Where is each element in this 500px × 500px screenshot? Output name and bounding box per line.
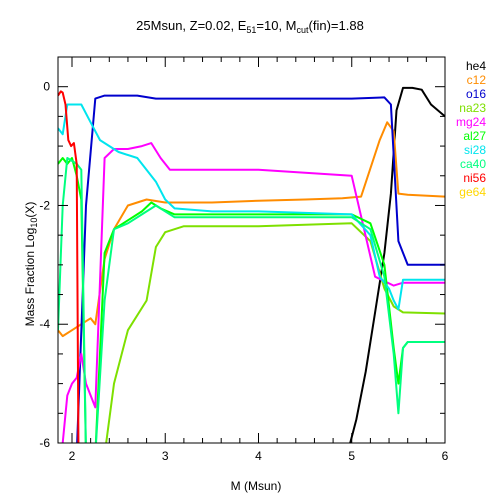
x-axis-label: M (Msun): [231, 479, 282, 493]
y-tick-label: -6: [39, 436, 50, 450]
legend-entry-ni56: ni56: [463, 171, 486, 185]
series-line-c12: [58, 121, 445, 338]
chart-title: 25Msun, Z=0.02, E51=10, Mcut(fin)=1.88: [136, 18, 364, 35]
legend-entry-he4: he4: [466, 59, 486, 73]
series-layer: [58, 86, 445, 443]
x-tick-label: 3: [162, 449, 169, 463]
plot-frame: [57, 56, 446, 444]
y-axis-label: Mass Fraction Log10(X): [23, 202, 39, 327]
series-line-al27: [58, 157, 445, 443]
series-line-si28: [58, 103, 445, 311]
x-tick-label: 6: [442, 449, 449, 463]
legend-entry-al27: al27: [463, 129, 486, 143]
x-tick-label: 4: [255, 449, 262, 463]
series-line-na23: [105, 222, 445, 443]
legend-entry-ge64: ge64: [459, 185, 486, 199]
series-line-ni56: [58, 90, 80, 443]
tick-layer: 2 3 4 5 6 0 -2 -4 -6: [39, 56, 449, 463]
series-line-he4: [349, 86, 445, 443]
x-tick-label: 5: [348, 449, 355, 463]
y-tick-label: -4: [39, 317, 50, 331]
series-line-ca40: [58, 157, 445, 443]
y-tick-label: -2: [39, 198, 50, 212]
legend-entry-si28: si28: [464, 143, 486, 157]
legend-entry-ca40: ca40: [460, 157, 486, 171]
legend-entry-c12: c12: [467, 73, 487, 87]
x-tick-label: 2: [69, 449, 76, 463]
legend-entry-mg24: mg24: [456, 115, 486, 129]
y-tick-label: 0: [43, 80, 50, 94]
legend-entry-na23: na23: [459, 101, 486, 115]
legend-entry-o16: o16: [466, 87, 486, 101]
